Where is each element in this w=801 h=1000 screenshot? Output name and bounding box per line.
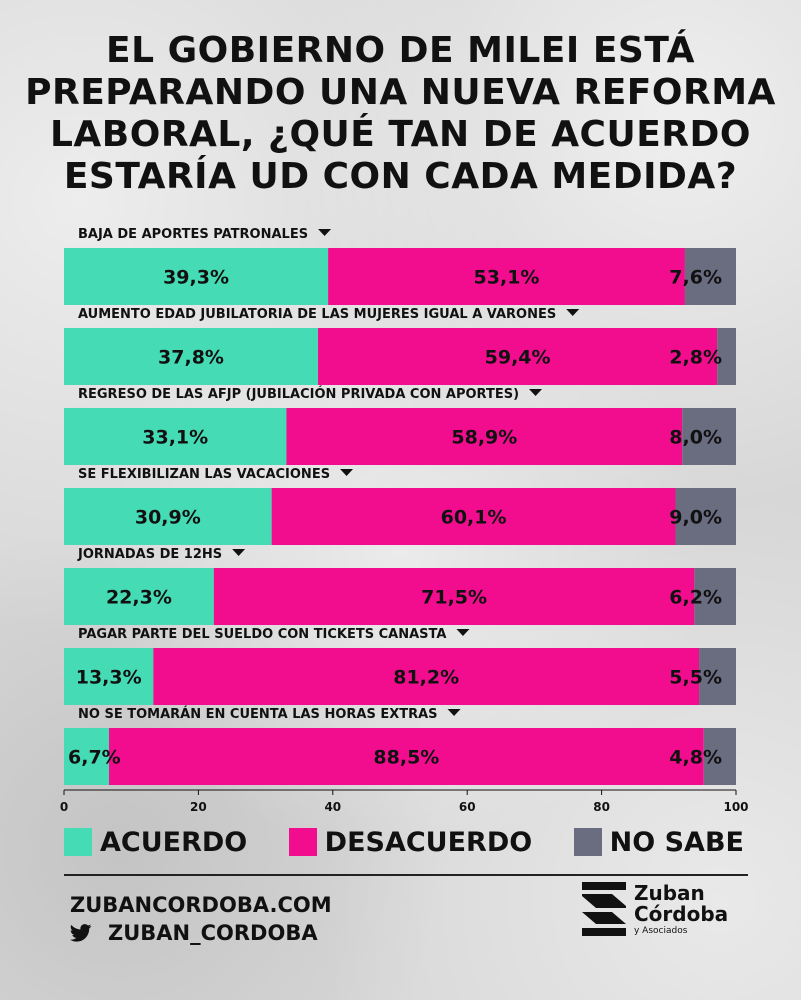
data-label-desacuerdo: 59,4% — [485, 347, 551, 369]
data-label-desacuerdo: 58,9% — [451, 427, 517, 449]
data-label-acuerdo: 22,3% — [106, 587, 172, 609]
legend-item-desacuerdo: DESACUERDO — [288, 826, 533, 858]
dropdown-arrow-icon — [566, 309, 580, 316]
data-label-no-sabe: 8,0% — [669, 427, 722, 449]
x-axis-tick-label: 20 — [190, 800, 207, 814]
bar-segment-no-sabe — [699, 648, 736, 705]
logo-text-zuban: Zuban — [634, 880, 705, 905]
data-label-acuerdo: 6,7% — [68, 747, 121, 769]
bar-segment-desacuerdo — [318, 328, 718, 385]
category-label: NO SE TOMARÁN EN CUENTA LAS HORAS EXTRAS — [78, 706, 438, 722]
bar-segment-desacuerdo — [328, 248, 685, 305]
legend-label-desacuerdo: DESACUERDO — [324, 826, 533, 858]
data-label-acuerdo: 30,9% — [135, 507, 201, 529]
website-link[interactable]: ZUBANCORDOBA.COM — [70, 893, 332, 917]
data-label-no-sabe: 7,6% — [669, 267, 722, 289]
bar-segment-desacuerdo — [286, 408, 683, 465]
data-label-no-sabe: 4,8% — [669, 747, 722, 769]
bar-segment-desacuerdo — [271, 488, 676, 545]
data-label-acuerdo: 33,1% — [142, 427, 208, 449]
bar-segment-acuerdo — [64, 328, 319, 385]
data-label-acuerdo: 39,3% — [163, 267, 229, 289]
data-label-desacuerdo: 88,5% — [373, 747, 439, 769]
bar-segment-acuerdo — [64, 568, 214, 625]
data-label-no-sabe: 6,2% — [669, 587, 722, 609]
data-label-acuerdo: 37,8% — [158, 347, 224, 369]
dropdown-arrow-icon — [340, 469, 354, 476]
legend-label-acuerdo: ACUERDO — [100, 826, 248, 858]
dropdown-arrow-icon — [456, 629, 470, 636]
legend-label-no-sabe: NO SABE — [609, 826, 744, 858]
category-label: SE FLEXIBILIZAN LAS VACACIONES — [78, 467, 330, 482]
bar-segment-acuerdo — [64, 648, 154, 705]
x-axis-tick-label: 100 — [723, 800, 748, 814]
twitter-bird-icon — [70, 924, 92, 942]
data-label-no-sabe: 9,0% — [669, 507, 722, 529]
bar-segment-desacuerdo — [109, 728, 704, 785]
data-label-no-sabe: 2,8% — [669, 347, 722, 369]
legend: ACUERDO DESACUERDO NO SABE — [64, 822, 744, 862]
twitter-link[interactable]: ZUBAN_CORDOBA — [70, 921, 318, 945]
data-label-desacuerdo: 60,1% — [441, 507, 507, 529]
dropdown-arrow-icon — [318, 229, 332, 236]
dropdown-arrow-icon — [529, 389, 543, 396]
chart-title: EL GOBIERNO DE MILEI ESTÁ PREPARANDO UNA… — [25, 30, 776, 197]
bar-segment-no-sabe — [684, 248, 736, 305]
category-label: PAGAR PARTE DEL SUELDO CON TICKETS CANAS… — [78, 627, 446, 642]
logo-text-cordoba: Córdoba — [634, 901, 729, 926]
x-axis-tick-label: 80 — [593, 800, 610, 814]
legend-swatch-no-sabe — [573, 828, 602, 856]
legend-item-no-sabe: NO SABE — [573, 826, 744, 858]
x-axis-tick-label: 40 — [324, 800, 341, 814]
bar-segment-acuerdo — [64, 408, 287, 465]
bar-segment-no-sabe — [717, 328, 736, 385]
zuban-cordoba-logo: Zuban Córdoba y Asociados — [582, 882, 728, 936]
category-label: JORNADAS DE 12HS — [77, 547, 222, 562]
dropdown-arrow-icon — [447, 709, 461, 716]
bar-segment-no-sabe — [682, 408, 736, 465]
category-label: REGRESO DE LAS AFJP (JUBILACIÓN PRIVADA … — [78, 386, 519, 402]
legend-swatch-acuerdo — [64, 828, 92, 856]
bar-segment-desacuerdo — [213, 568, 695, 625]
footer-divider — [64, 874, 748, 876]
dropdown-arrow-icon — [232, 549, 246, 556]
category-label: BAJA DE APORTES PATRONALES — [78, 227, 308, 242]
x-axis-tick-label: 60 — [459, 800, 476, 814]
legend-swatch-desacuerdo — [288, 828, 317, 856]
bar-segment-acuerdo — [64, 488, 272, 545]
bar-segment-no-sabe — [703, 728, 736, 785]
data-label-desacuerdo: 71,5% — [421, 587, 487, 609]
bar-segment-no-sabe — [694, 568, 736, 625]
x-axis-tick-label: 0 — [60, 800, 68, 814]
twitter-handle: ZUBAN_CORDOBA — [108, 921, 318, 945]
bar-segment-desacuerdo — [153, 648, 700, 705]
data-label-desacuerdo: 81,2% — [393, 667, 459, 689]
category-label: AUMENTO EDAD JUBILATORIA DE LAS MUJERES … — [78, 307, 556, 322]
legend-item-acuerdo: ACUERDO — [64, 827, 247, 858]
zuban-stripes-logo-icon — [582, 882, 626, 936]
bar-segment-acuerdo — [64, 248, 329, 305]
logo-text-asociados: y Asociados — [634, 925, 688, 936]
data-label-no-sabe: 5,5% — [669, 667, 722, 689]
bar-segment-acuerdo — [64, 728, 110, 785]
bar-segment-no-sabe — [675, 488, 736, 545]
data-label-desacuerdo: 53,1% — [474, 267, 540, 289]
data-label-acuerdo: 13,3% — [76, 667, 142, 689]
